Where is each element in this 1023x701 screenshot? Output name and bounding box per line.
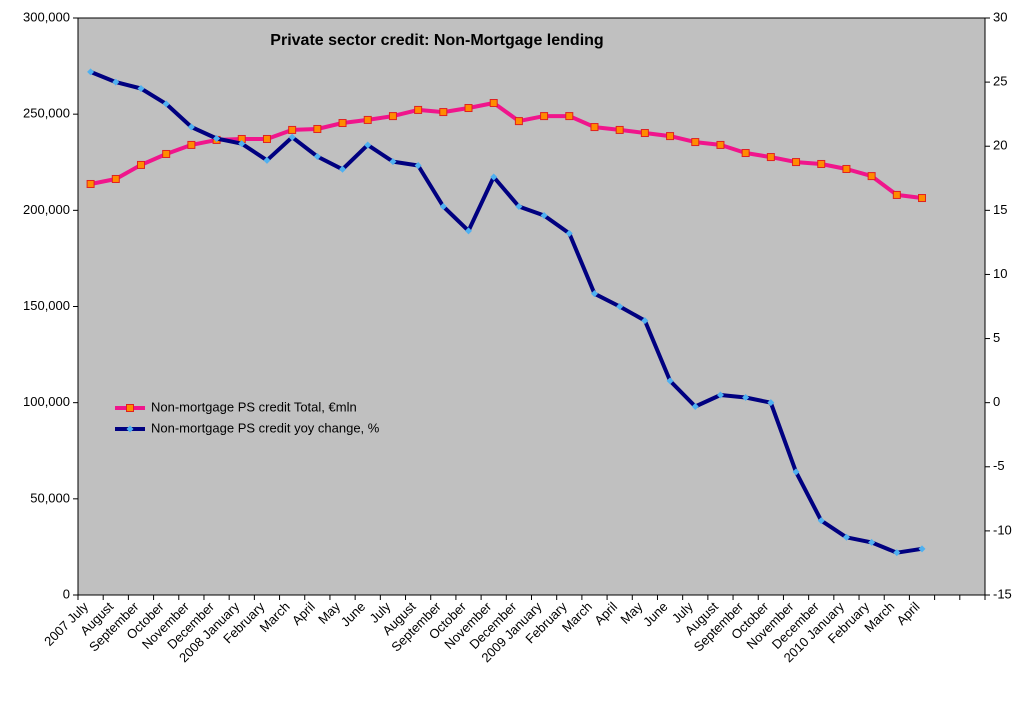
point-marker — [313, 152, 321, 160]
y2-tick-label: 25 — [993, 74, 1007, 89]
legend-label: Non-mortgage PS credit yoy change, % — [151, 420, 380, 435]
point-marker — [666, 377, 674, 385]
point-marker — [742, 394, 750, 402]
point-marker — [87, 68, 95, 76]
point-marker — [565, 229, 573, 237]
point-marker — [288, 125, 297, 134]
x-tick-label: May — [315, 599, 343, 627]
point-marker — [162, 100, 170, 108]
point-marker — [363, 115, 372, 124]
point-marker — [918, 194, 927, 203]
x-tick-label: June — [640, 599, 671, 630]
point-marker — [817, 517, 825, 525]
point-marker — [691, 138, 700, 147]
legend-marker — [126, 404, 134, 412]
y2-tick-label: -10 — [993, 522, 1012, 537]
point-marker — [641, 317, 649, 325]
point-marker — [716, 140, 725, 149]
point-marker — [842, 533, 850, 541]
point-marker — [741, 149, 750, 158]
point-marker — [893, 549, 901, 557]
point-marker — [565, 112, 574, 121]
point-marker — [187, 123, 195, 131]
point-marker — [213, 135, 221, 143]
point-marker — [691, 403, 699, 411]
point-marker — [666, 132, 675, 141]
y-tick-label: 0 — [63, 586, 70, 601]
legend-marker — [126, 425, 134, 433]
point-marker — [767, 399, 775, 407]
y2-tick-label: 0 — [993, 394, 1000, 409]
point-marker — [388, 112, 397, 121]
point-marker — [338, 119, 347, 128]
plot-area — [77, 17, 986, 596]
point-marker — [540, 112, 549, 121]
y-tick-label: 50,000 — [30, 490, 70, 505]
point-marker — [590, 123, 599, 132]
point-marker — [313, 124, 322, 133]
series-line — [89, 70, 923, 555]
point-marker — [339, 165, 347, 173]
x-tick-label: May — [617, 599, 645, 627]
point-marker — [867, 172, 876, 181]
point-marker — [263, 156, 271, 164]
point-marker — [136, 160, 145, 169]
point-marker — [111, 174, 120, 183]
legend-label: Non-mortgage PS credit Total, €mln — [151, 399, 357, 414]
point-marker — [464, 104, 473, 113]
point-marker — [792, 158, 801, 167]
x-tick-label: April — [591, 599, 620, 628]
point-marker — [590, 290, 598, 298]
y-tick-label: 200,000 — [23, 202, 70, 217]
point-marker — [616, 303, 624, 310]
point-marker — [716, 391, 724, 399]
y-tick-label: 300,000 — [23, 9, 70, 24]
chart-title: Private sector credit: Non-Mortgage lend… — [270, 32, 603, 49]
point-marker — [187, 140, 196, 149]
point-marker — [489, 99, 498, 108]
point-marker — [817, 159, 826, 168]
x-tick-label: April — [289, 599, 318, 628]
point-marker — [615, 125, 624, 134]
point-marker — [514, 117, 523, 126]
point-marker — [439, 202, 447, 210]
point-marker — [918, 545, 926, 553]
y-tick-label: 150,000 — [23, 298, 70, 313]
x-tick-label: April — [894, 599, 923, 628]
y2-tick-label: -15 — [993, 586, 1012, 601]
point-marker — [439, 108, 448, 117]
point-marker — [868, 538, 876, 546]
point-marker — [515, 202, 523, 210]
point-marker — [892, 190, 901, 199]
point-marker — [288, 133, 296, 141]
point-marker — [414, 105, 423, 114]
x-tick-label: June — [338, 599, 369, 630]
y2-tick-label: -5 — [993, 458, 1005, 473]
point-marker — [364, 141, 372, 149]
point-marker — [766, 153, 775, 162]
point-marker — [540, 211, 548, 219]
point-marker — [490, 173, 498, 181]
point-marker — [465, 227, 473, 235]
point-marker — [112, 78, 120, 86]
point-marker — [414, 161, 422, 169]
point-marker — [640, 129, 649, 138]
y2-tick-label: 20 — [993, 138, 1007, 153]
point-marker — [262, 134, 271, 143]
point-marker — [389, 158, 397, 166]
y2-tick-label: 30 — [993, 9, 1007, 24]
y-tick-label: 100,000 — [23, 394, 70, 409]
y2-tick-label: 10 — [993, 266, 1007, 281]
y2-tick-label: 5 — [993, 330, 1000, 345]
point-marker — [162, 149, 171, 158]
y-tick-label: 250,000 — [23, 106, 70, 121]
point-marker — [86, 179, 95, 188]
point-marker — [792, 468, 800, 476]
y2-tick-label: 15 — [993, 202, 1007, 217]
point-marker — [842, 164, 851, 173]
point-marker — [137, 85, 145, 93]
point-marker — [238, 140, 246, 148]
